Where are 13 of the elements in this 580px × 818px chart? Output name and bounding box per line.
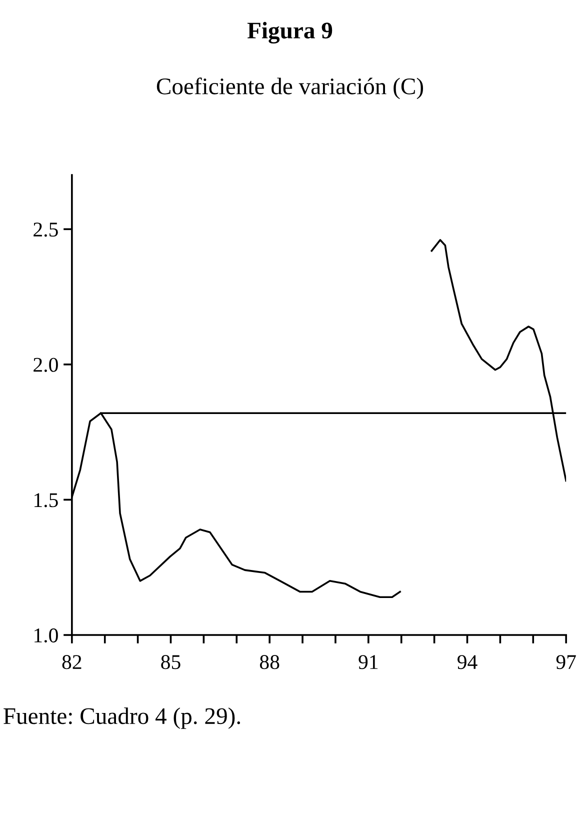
x-tick-label: 85 bbox=[161, 655, 180, 670]
source-note: Fuente: Cuadro 4 (p. 29). bbox=[4, 708, 240, 729]
y-tick-label: 1.5 bbox=[34, 493, 58, 508]
chart-subtitle: Coeficiente de variación (C) bbox=[156, 78, 424, 100]
y-tick-label: 2.0 bbox=[34, 358, 58, 372]
y-tick-label: 2.5 bbox=[34, 222, 58, 237]
x-tick-label: 94 bbox=[458, 655, 478, 670]
x-tick-label: 82 bbox=[62, 655, 82, 670]
x-tick-label: 91 bbox=[358, 655, 378, 670]
chart-title: Figura 9 bbox=[247, 22, 332, 44]
x-tick-label: 88 bbox=[260, 655, 280, 670]
x-tick-label: 97 bbox=[556, 655, 576, 670]
y-tick-label: 1.0 bbox=[34, 628, 58, 643]
